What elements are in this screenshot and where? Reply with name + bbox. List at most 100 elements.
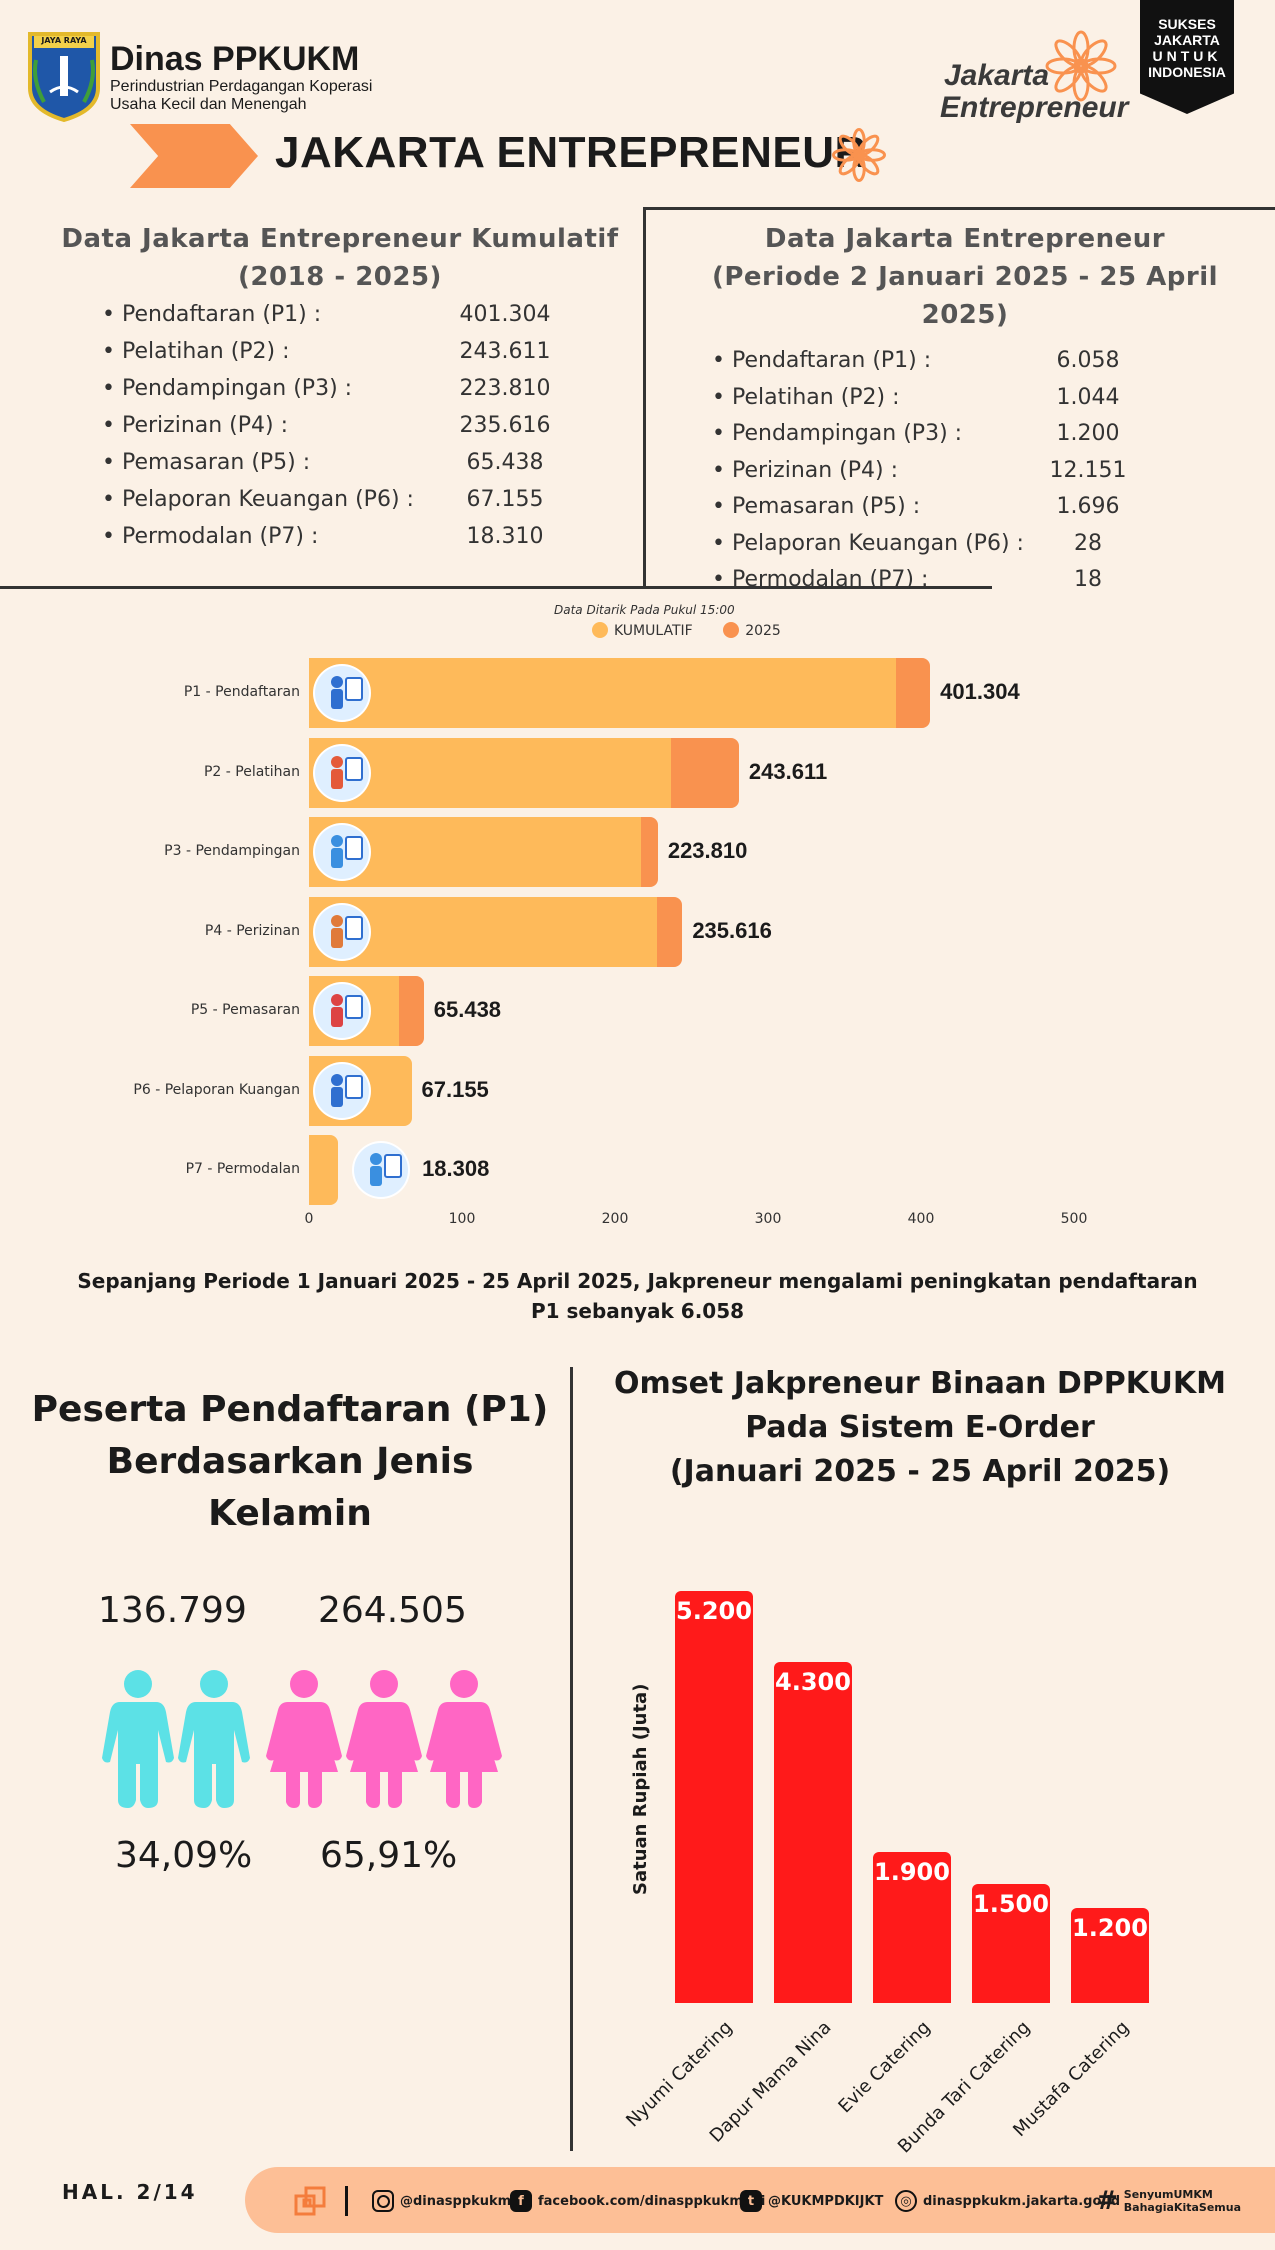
- bar-kumulatif: [309, 737, 680, 808]
- stat-label: Pelaporan Keuangan (P6) :: [102, 487, 414, 512]
- stat-label: Pemasaran (P5) :: [102, 450, 310, 475]
- stat-row: Pendampingan (P3) : 223.810: [60, 376, 620, 413]
- female-icon: [426, 1670, 502, 1808]
- illustration-icon: [313, 1061, 371, 1120]
- hashtag: # SenyumUMKM BahagiaKitaSemua: [1096, 2186, 1241, 2216]
- title-arrow-icon: [130, 124, 258, 188]
- title-flower-icon: [832, 128, 886, 186]
- revenue-bar: [774, 1662, 852, 2003]
- page-number: HAL. 2/14: [62, 2180, 198, 2204]
- stat-value: 18.310: [466, 524, 544, 549]
- illustration-icon: [313, 823, 371, 881]
- x-tick-label: 400: [907, 1211, 935, 1227]
- bar-2025: [671, 737, 739, 808]
- male-percentage: 34,09%: [115, 1835, 253, 1876]
- value-label: 401.304: [940, 679, 1020, 704]
- revenue-category-label: Bunda Tari Catering: [893, 2017, 1034, 2158]
- revenue-value-label: 5.200: [676, 1597, 752, 1625]
- stat-row: Permodalan (P7) : 18.310: [60, 524, 620, 561]
- illustration-icon: [352, 1141, 410, 1199]
- value-label: 223.810: [667, 838, 748, 863]
- stat-row: Pemasaran (P5) : 1.696: [670, 494, 1260, 531]
- stat-row: Perizinan (P4) : 12.151: [670, 458, 1260, 495]
- revenue-bar: [1071, 1907, 1149, 2003]
- revenue-category-label: Nyumi Catering: [622, 2017, 737, 2132]
- stat-value: 67.155: [466, 487, 544, 512]
- stats-period: Data Jakarta Entrepreneur (Periode 2 Jan…: [670, 220, 1260, 604]
- revenue-value-label: 4.300: [775, 1668, 851, 1697]
- stat-row: Perizinan (P4) : 235.616: [60, 413, 620, 450]
- illustration-icon: [313, 664, 371, 722]
- female-icon: [346, 1670, 422, 1808]
- stat-value: 223.810: [459, 376, 551, 401]
- revenue-bar: [675, 1591, 753, 2003]
- facebook-link[interactable]: f facebook.com/dinasppkukmdki: [510, 2190, 765, 2212]
- female-count: 264.505: [318, 1590, 467, 1631]
- stat-label: Pelatihan (P2) :: [102, 339, 290, 364]
- illustration-icon: [313, 982, 371, 1040]
- legend-item-2025: 2025: [723, 622, 781, 639]
- category-label: P4 - Perizinan: [204, 922, 300, 939]
- bar-kumulatif: [309, 896, 666, 967]
- illustration-icon: [313, 902, 371, 961]
- globe-icon: ◎: [895, 2190, 917, 2212]
- stat-label: Permodalan (P7) :: [712, 567, 928, 592]
- stat-label: Permodalan (P7) :: [102, 524, 318, 549]
- org-subtitle: Perindustrian Perdagangan Koperasi Usaha…: [110, 78, 373, 113]
- x-tick-label: 300: [754, 1211, 782, 1227]
- revenue-value-label: 1.500: [973, 1890, 1049, 1919]
- stat-value: 235.616: [459, 413, 551, 438]
- gender-icons: [98, 1668, 508, 1812]
- stat-value: 401.304: [459, 302, 551, 327]
- stat-label: Pemasaran (P5) :: [712, 494, 920, 519]
- bar-kumulatif: [309, 1135, 339, 1205]
- value-label: 18.308: [422, 1156, 490, 1181]
- legend-swatch: [592, 622, 608, 638]
- twitter-icon: t: [740, 2190, 762, 2212]
- bar-2025: [640, 817, 658, 887]
- instagram-link[interactable]: @dinasppkukm: [372, 2190, 511, 2212]
- stats-cumulative: Data Jakarta Entrepreneur Kumulatif (201…: [60, 220, 620, 561]
- value-label: 67.155: [421, 1076, 489, 1102]
- revenue-bar: [972, 1884, 1050, 2003]
- legend-item-kumulatif: KUMULATIF: [592, 622, 697, 639]
- stat-value: 243.611: [459, 339, 551, 364]
- stat-value: 18: [1074, 567, 1102, 592]
- stats-cumulative-title: Data Jakarta Entrepreneur Kumulatif (201…: [61, 224, 619, 292]
- stat-row: Pendaftaran (P1) : 401.304: [60, 302, 620, 339]
- stat-value: 28: [1074, 530, 1102, 556]
- stat-label: Pendampingan (P3) :: [712, 421, 962, 446]
- twitter-link[interactable]: t @KUKMPDKIJKT: [740, 2190, 883, 2212]
- category-label: P1 - Pendaftaran: [183, 684, 300, 700]
- stat-label: Pendampingan (P3) :: [102, 376, 352, 401]
- hashtag-icon: #: [1096, 2186, 1118, 2216]
- stat-label: Perizinan (P4) :: [712, 458, 898, 483]
- stat-value: 1.044: [1056, 384, 1120, 410]
- stat-label: Pelatihan (P2) :: [712, 385, 900, 410]
- value-label: 235.616: [692, 917, 772, 943]
- stat-row: Pelaporan Keuangan (P6) : 28: [670, 531, 1260, 568]
- stat-label: Perizinan (P4) :: [102, 413, 288, 438]
- summary-text: Sepanjang Periode 1 Januari 2025 - 25 Ap…: [77, 1269, 1198, 1323]
- stat-label: Pendaftaran (P1) :: [712, 348, 931, 373]
- stat-label: Pelaporan Keuangan (P6) :: [712, 531, 1024, 556]
- dki-logo: JAYA RAYA: [26, 30, 102, 123]
- chart-note: Data Ditarik Pada Pukul 15:00: [554, 603, 735, 617]
- x-tick-label: 100: [448, 1211, 476, 1227]
- x-tick-label: 0: [304, 1211, 314, 1227]
- stat-row: Pelatihan (P2) : 243.611: [60, 339, 620, 376]
- website-link[interactable]: ◎ dinasppkukm.jakarta.go.id: [895, 2190, 1120, 2212]
- category-label: P3 - Pendampingan: [164, 843, 300, 859]
- footer-separator: [345, 2186, 348, 2216]
- facebook-icon: f: [510, 2190, 532, 2212]
- x-tick-label: 500: [1060, 1211, 1088, 1227]
- sukses-badge: SUKSES JAKARTA UNTUK INDONESIA: [1140, 0, 1234, 114]
- value-label: 243.611: [748, 758, 828, 784]
- stat-value: 65.438: [466, 450, 544, 475]
- revenue-value-label: 1.900: [874, 1858, 950, 1887]
- brand-wordmark: Jakarta Entrepreneur: [940, 59, 1129, 124]
- revenue-ylabel: Satuan Rupiah (Juta): [630, 1683, 651, 1895]
- stats-period-title: Data Jakarta Entrepreneur (Periode 2 Jan…: [711, 224, 1219, 330]
- revenue-bar: [873, 1852, 951, 2003]
- logo-text: JAYA RAYA: [41, 36, 87, 45]
